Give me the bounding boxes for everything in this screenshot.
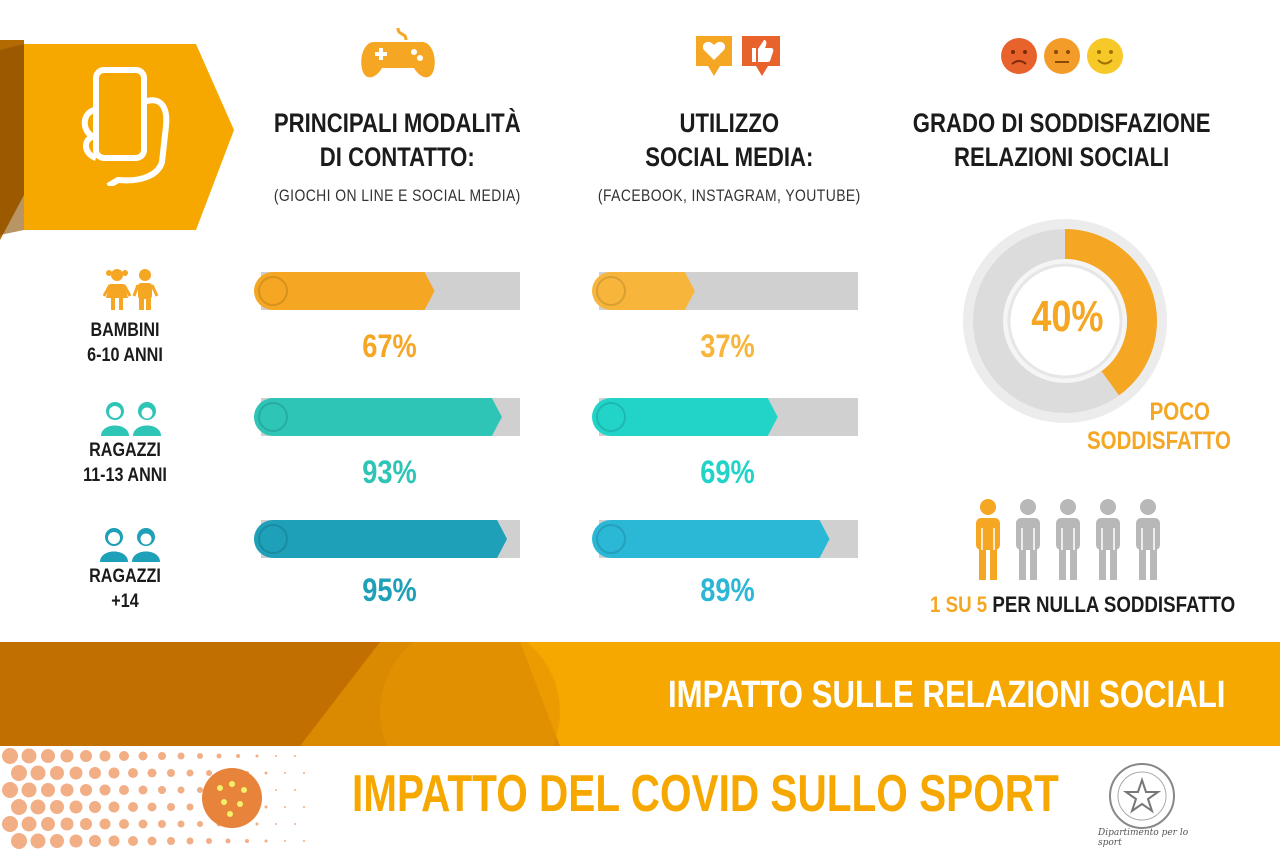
bar-cap-inner [258, 524, 288, 554]
bar [611, 520, 830, 558]
heading-satisfaction-line1: GRADO DI SODDISFAZIONE [912, 108, 1211, 138]
header-chevron [0, 40, 234, 240]
youth-icon [100, 528, 160, 562]
bar-charts [254, 272, 858, 558]
children-icon [102, 269, 159, 310]
smartphone-hand-icon [81, 67, 170, 186]
row-label-youth: RAGAZZI +14 [74, 564, 176, 614]
satisfaction-faces-icon [1001, 38, 1123, 74]
row-label-line1: RAGAZZI [89, 566, 161, 587]
row-label-line2: +14 [111, 591, 139, 612]
halftone-decoration [2, 748, 305, 849]
donut-center-label: 40% [1031, 292, 1104, 341]
subheading-contact-modes: (GIOCHI ON LINE E SOCIAL MEDIA) [273, 186, 521, 205]
row-label-line1: BAMBINI [90, 320, 160, 341]
bar-label: 95% [362, 572, 417, 608]
bar [273, 520, 508, 558]
row-label-line2: 6-10 ANNI [87, 345, 163, 366]
heading-social-media: UTILIZZO SOCIAL MEDIA: [594, 106, 865, 174]
banner-title: IMPATTO SULLE RELAZIONI SOCIALI [668, 674, 1226, 716]
donut-note: POCO SODDISFATTO [1087, 398, 1231, 456]
banner-background [0, 642, 1280, 746]
person-icon-highlight [976, 499, 1000, 580]
heading-contact-line1: PRINCIPALI MODALITÀ [273, 108, 521, 138]
bar [611, 398, 778, 436]
bar-cap-inner [258, 402, 288, 432]
bar-label: 93% [362, 454, 417, 490]
person-icon [1056, 499, 1080, 580]
footer-signature: Dipartimento per lo sport [1098, 828, 1189, 848]
footer-title: IMPATTO DEL COVID SULLO SPORT [352, 765, 1059, 823]
person-icon [1016, 499, 1040, 580]
heading-social-line2: SOCIAL MEDIA: [645, 142, 814, 172]
person-icon [1136, 499, 1160, 580]
people-caption-rest: PER NULLA SODDISFATTO [992, 592, 1236, 617]
donut-slice [1065, 229, 1157, 396]
tennis-ball-icon [202, 768, 262, 828]
bar [273, 272, 435, 310]
bar-cap-inner [596, 524, 626, 554]
person-icon [1096, 499, 1120, 580]
bar [273, 398, 502, 436]
row-label-children: BAMBINI 6-10 ANNI [74, 318, 176, 368]
heading-contact-modes: PRINCIPALI MODALITÀ DI CONTATTO: [262, 106, 533, 174]
bar-label: 67% [362, 328, 417, 364]
bar-label: 69% [700, 454, 755, 490]
heading-satisfaction: GRADO DI SODDISFAZIONE RELAZIONI SOCIALI [912, 106, 1211, 174]
government-emblem-icon [1109, 763, 1175, 829]
people-pictogram [968, 498, 1168, 587]
row-label-teens: RAGAZZI 11-13 ANNI [74, 438, 176, 488]
row-label-line1: RAGAZZI [89, 440, 161, 461]
bar [611, 272, 695, 310]
social-reactions-icon [696, 36, 780, 76]
gamepad-icon [361, 27, 435, 78]
donut-note-line2: SODDISFATTO [1087, 427, 1231, 455]
row-label-line2: 11-13 ANNI [83, 465, 167, 486]
teens-icon [101, 402, 161, 436]
satisfaction-donut [963, 219, 1167, 423]
bar-cap-inner [596, 402, 626, 432]
people-caption-highlight: 1 SU 5 [930, 592, 988, 617]
people-caption: 1 SU 5 PER NULLA SODDISFATTO [930, 592, 1235, 618]
heading-contact-line2: DI CONTATTO: [319, 142, 475, 172]
bar-cap-inner [258, 276, 288, 306]
heading-social-line1: UTILIZZO [679, 108, 780, 138]
donut-note-line1: POCO [1149, 398, 1210, 426]
bar-label: 89% [700, 572, 755, 608]
heading-satisfaction-line2: RELAZIONI SOCIALI [954, 142, 1170, 172]
bar-label: 37% [700, 328, 755, 364]
bar-cap-inner [596, 276, 626, 306]
subheading-social-media: (FACEBOOK, INSTAGRAM, YOUTUBE) [597, 186, 861, 205]
